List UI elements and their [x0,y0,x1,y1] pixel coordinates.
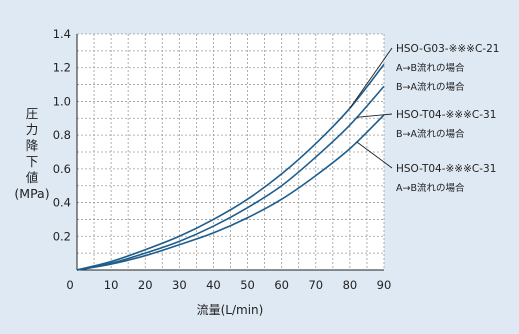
x-tick-label: 30 [172,278,187,292]
y-axis-label-char: 値 [26,170,39,185]
series-line-1 [76,63,385,271]
series-label-name: HSO-T04-※※※C-31 [396,109,496,121]
x-tick-label: 90 [377,278,392,292]
label-leader-line [349,47,393,109]
x-tick-label: 20 [138,278,153,292]
x-tick-labels: 0 10 20 30 40 50 60 70 80 90 [66,278,391,292]
y-axis-label-char: 下 [26,154,39,169]
x-tick-label: 80 [343,278,358,292]
x-axis-label: 流量(L/min) [197,303,264,317]
y-axis-label-char: 降 [26,138,39,153]
series-label-note: A→B流れの場合 [396,182,465,194]
y-tick-label: 0.4 [53,196,71,210]
y-tick-label: 0.2 [53,229,71,243]
label-leader-line [356,141,393,169]
y-tick-label: 1.4 [53,27,71,41]
axes [76,34,384,271]
x-tick-label: 40 [206,278,221,292]
x-tick-label: 50 [240,278,255,292]
y-tick-label: 1.0 [53,94,71,108]
series-label-note: A→B流れの場合 [396,62,465,74]
y-tick-label: 1.2 [53,61,71,75]
series-label-note: B→A流れの場合 [396,128,465,140]
grid [77,33,385,270]
x-tick-label: 10 [104,278,119,292]
y-axis-label-char: 力 [26,122,39,137]
series-lines [76,63,385,271]
x-tick-label: 60 [274,278,289,292]
series-labels: HSO-G03-※※※C-21 A→B流れの場合 B→A流れの場合 HSO-T04-※… [396,43,499,194]
x-tick-label: 0 [66,278,73,292]
label-leader-lines [349,47,393,169]
series-label-name: HSO-T04-※※※C-31 [396,163,496,175]
series-line-2 [76,85,385,271]
series-label-note: B→A流れの場合 [396,81,465,93]
label-leader-line [356,113,393,118]
y-tick-label: 0.6 [53,162,71,176]
y-tick-labels: 0.2 0.4 0.6 0.8 1.0 1.2 1.4 [53,27,71,243]
y-axis-unit: (MPa) [14,186,49,201]
y-axis-label-char: 圧 [26,106,39,121]
series-line-3 [76,114,385,271]
y-tick-label: 0.8 [53,128,71,142]
x-tick-label: 70 [308,278,323,292]
series-label-name: HSO-G03-※※※C-21 [396,43,499,55]
